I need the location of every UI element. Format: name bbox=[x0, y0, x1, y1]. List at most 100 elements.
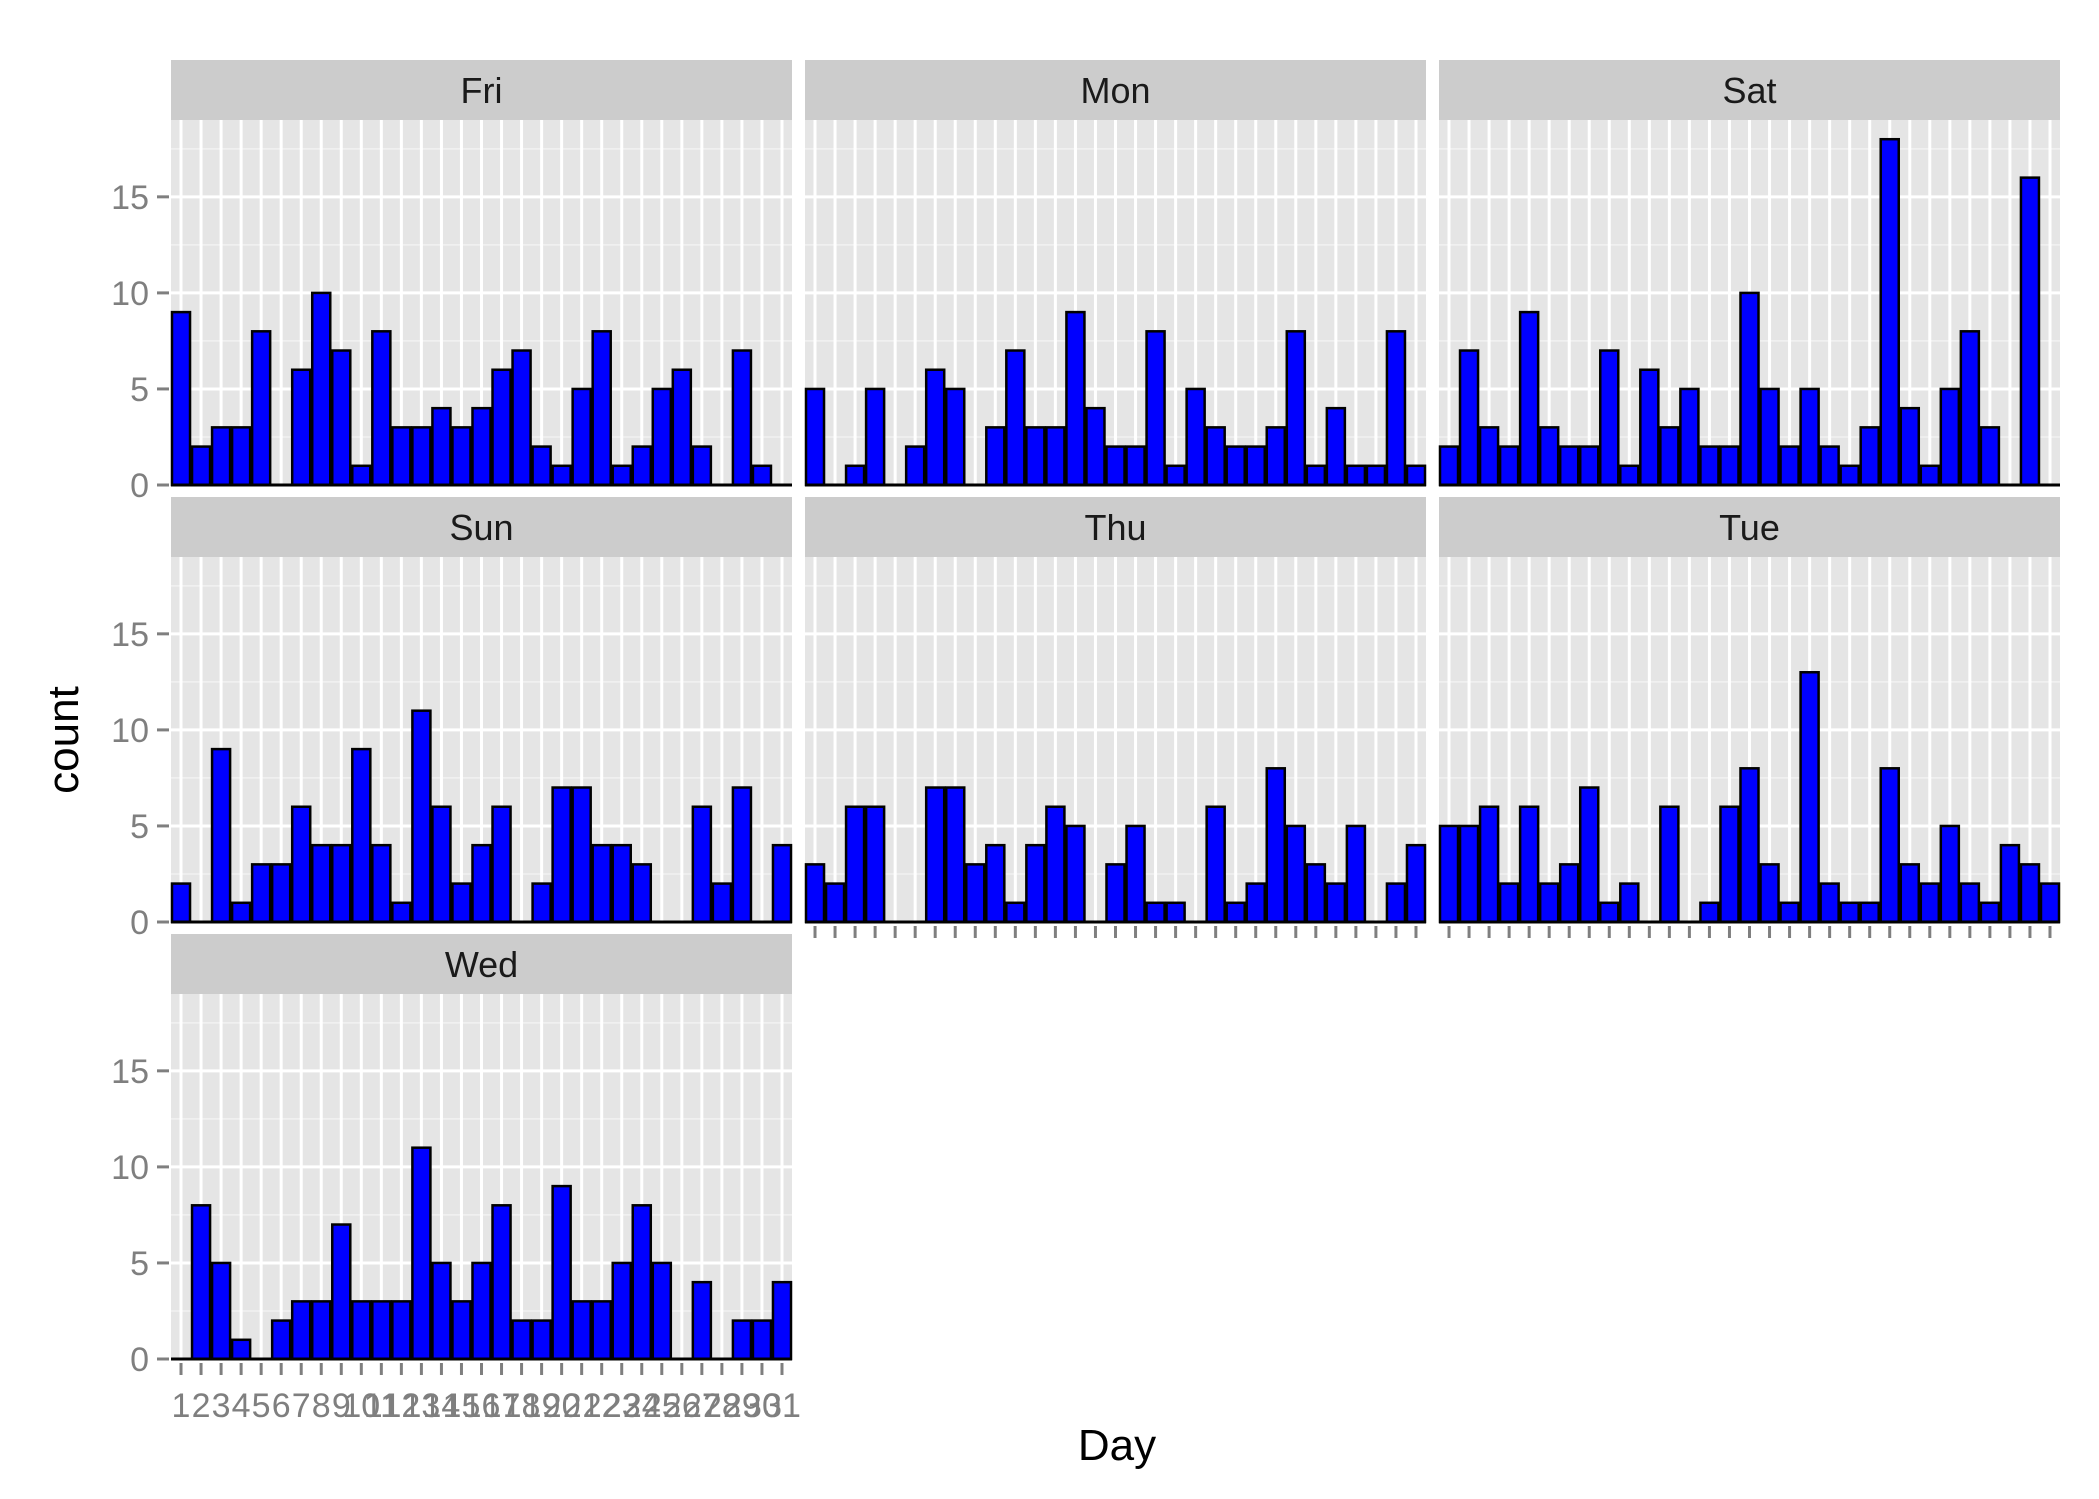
bar bbox=[250, 863, 272, 924]
bar bbox=[1245, 445, 1266, 487]
bar bbox=[411, 1146, 432, 1361]
bar bbox=[1719, 445, 1740, 487]
bar bbox=[1578, 445, 1600, 487]
facet-mon: Mon bbox=[804, 60, 1427, 487]
bar bbox=[1538, 882, 1560, 924]
bar bbox=[1405, 464, 1427, 487]
bar bbox=[2019, 176, 2041, 487]
bar bbox=[1979, 901, 2001, 924]
bar bbox=[331, 1223, 352, 1361]
bar bbox=[1105, 445, 1126, 487]
bar bbox=[511, 349, 532, 487]
bar bbox=[1265, 767, 1287, 924]
bar bbox=[1145, 901, 1166, 924]
bar bbox=[751, 1319, 773, 1361]
facet-strip-label: Sun bbox=[449, 507, 513, 548]
y-tick-label: 15 bbox=[111, 179, 149, 217]
x-tick-label: 12 bbox=[382, 1387, 420, 1425]
y-tick-label: 0 bbox=[130, 904, 149, 942]
bar bbox=[1719, 805, 1740, 924]
bar bbox=[310, 1300, 332, 1361]
y-tick-label: 10 bbox=[111, 1149, 149, 1187]
bar bbox=[611, 464, 632, 487]
bar bbox=[844, 464, 866, 487]
bar bbox=[1799, 387, 1820, 487]
x-tick-label: 13 bbox=[402, 1387, 440, 1425]
bar bbox=[310, 843, 332, 924]
bar bbox=[824, 882, 846, 924]
facet-strip-label: Wed bbox=[445, 944, 518, 985]
bar bbox=[1659, 426, 1680, 487]
bar bbox=[1879, 137, 1900, 487]
bar bbox=[591, 1300, 612, 1361]
x-tick-label: 6 bbox=[272, 1387, 291, 1425]
bar bbox=[924, 368, 946, 487]
bar bbox=[1438, 445, 1460, 487]
facet-strip bbox=[805, 497, 1426, 557]
bar bbox=[1659, 805, 1680, 924]
bar bbox=[210, 747, 232, 924]
bar bbox=[451, 1300, 472, 1361]
bar bbox=[1759, 863, 1780, 924]
bar bbox=[965, 863, 986, 924]
bar bbox=[471, 406, 492, 487]
bar bbox=[1305, 863, 1327, 924]
bar bbox=[250, 330, 272, 487]
bar bbox=[691, 1280, 713, 1361]
bar bbox=[1005, 901, 1026, 924]
bar bbox=[1819, 445, 1840, 487]
bar bbox=[1045, 426, 1066, 487]
bar bbox=[904, 445, 926, 487]
x-tick-label: 20 bbox=[543, 1387, 581, 1425]
bar bbox=[210, 1261, 232, 1361]
bar bbox=[170, 882, 192, 924]
bar bbox=[1205, 426, 1226, 487]
bar bbox=[591, 843, 612, 924]
x-tick-label: 21 bbox=[563, 1387, 601, 1425]
bar bbox=[531, 445, 552, 487]
x-tick-label: 31 bbox=[763, 1387, 801, 1425]
bar bbox=[1859, 426, 1880, 487]
y-tick-label: 5 bbox=[130, 1245, 149, 1283]
bar bbox=[1305, 464, 1327, 487]
bar bbox=[551, 786, 572, 924]
bar bbox=[411, 426, 432, 487]
facet-strip bbox=[171, 497, 792, 557]
bar bbox=[351, 747, 372, 924]
facet-fri: Fri 0 5 10 15 bbox=[111, 60, 792, 505]
y-axis-title: count bbox=[39, 686, 88, 794]
facet-strip bbox=[1439, 497, 2060, 557]
bar bbox=[1699, 445, 1720, 487]
bar bbox=[651, 387, 673, 487]
bar bbox=[1025, 426, 1046, 487]
bar bbox=[944, 387, 966, 487]
bar bbox=[331, 349, 352, 487]
bar bbox=[691, 805, 713, 924]
bar bbox=[1165, 901, 1186, 924]
bar bbox=[1478, 426, 1500, 487]
bar bbox=[1919, 464, 1941, 487]
facet-strip bbox=[1439, 60, 2060, 120]
bar bbox=[1285, 824, 1307, 924]
bar bbox=[985, 426, 1006, 487]
bar bbox=[1739, 767, 1760, 924]
bar bbox=[751, 464, 773, 487]
bar bbox=[531, 882, 552, 924]
x-tick-label: 18 bbox=[503, 1387, 541, 1425]
y-tick-label: 0 bbox=[130, 467, 149, 505]
bar bbox=[631, 445, 653, 487]
bar bbox=[391, 901, 412, 924]
bar bbox=[571, 1300, 592, 1361]
facet-strip bbox=[171, 60, 792, 120]
x-tick-label: 8 bbox=[312, 1387, 331, 1425]
x-tick-label: 7 bbox=[292, 1387, 311, 1425]
bar bbox=[491, 805, 512, 924]
bar bbox=[1538, 426, 1560, 487]
bar bbox=[471, 843, 492, 924]
bar bbox=[1005, 349, 1026, 487]
bar bbox=[230, 901, 252, 924]
bar bbox=[1325, 882, 1347, 924]
bar bbox=[1859, 901, 1880, 924]
bar bbox=[431, 805, 452, 924]
